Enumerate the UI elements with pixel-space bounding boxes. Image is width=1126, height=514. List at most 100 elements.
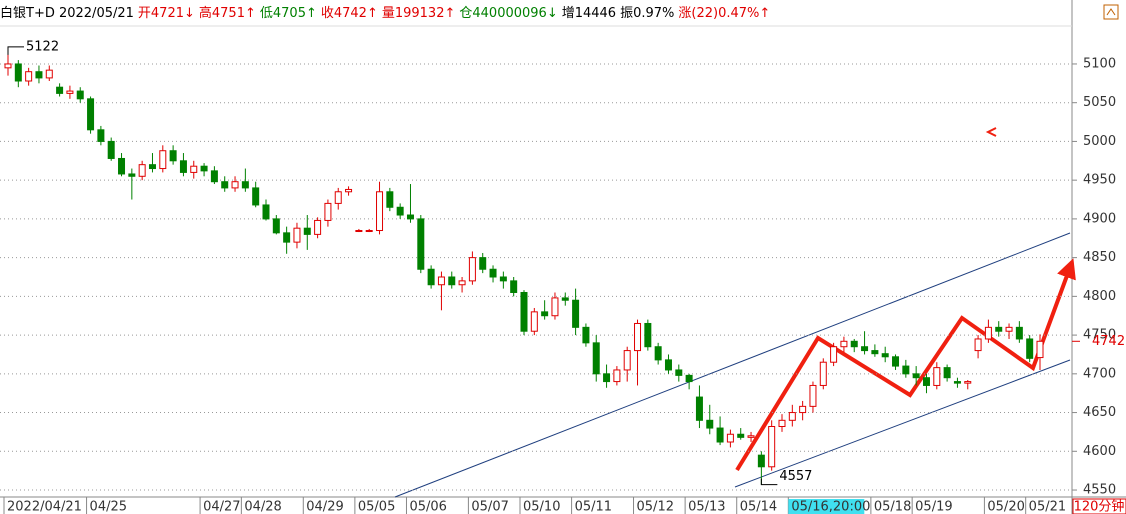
x-tick-label: 05/12: [637, 500, 674, 514]
candle-body: [262, 204, 270, 220]
candle-body: [933, 367, 941, 386]
x-tick-label: 05/13: [688, 500, 725, 514]
candle-body: [664, 359, 672, 371]
candle-body: [303, 227, 311, 235]
candle-body: [561, 297, 569, 301]
candle-body: [76, 90, 84, 100]
candle-body: [221, 181, 229, 189]
candle-body: [489, 268, 497, 278]
high-mark: 5122: [26, 39, 59, 54]
settings-icon[interactable]: [1103, 4, 1119, 20]
candle-body: [726, 433, 734, 443]
candle-body: [190, 165, 198, 173]
candle-body: [675, 369, 683, 376]
candle-body: [159, 150, 167, 170]
candle-body: [179, 160, 187, 173]
candle-body: [25, 71, 33, 82]
candle-body: [613, 369, 621, 383]
x-tick-label: 05/14: [740, 500, 777, 514]
x-tick-highlight: [788, 499, 865, 514]
y-tick-label: 4800: [1083, 289, 1116, 304]
candle-body: [386, 191, 394, 208]
candle-body: [974, 338, 982, 352]
candle-body: [241, 181, 249, 189]
candle-body: [799, 405, 807, 414]
candle-body: [468, 257, 476, 282]
candle-body: [14, 63, 22, 82]
marker: [985, 127, 997, 137]
header: 白银T+D 2022/05/21 开4721↓ 高4751↑ 低4705↑ 收4742↑…: [0, 5, 770, 21]
candle-body: [427, 268, 435, 286]
y-tick-label: 4550: [1083, 483, 1116, 498]
candle-body: [768, 426, 776, 468]
candle-body: [654, 346, 662, 361]
header-item: 仓440000096↓: [459, 6, 557, 21]
candle-body: [995, 326, 1003, 332]
y-tick-label: 4900: [1083, 211, 1116, 226]
candle-body: [881, 353, 889, 358]
candle-body: [479, 257, 487, 270]
candle-body: [56, 86, 64, 94]
candle-body: [66, 90, 74, 94]
candle-body: [830, 346, 838, 363]
candle-body: [716, 427, 724, 443]
low-mark-line: [760, 478, 778, 486]
period: 120分钟: [1074, 499, 1125, 514]
candle-body: [138, 164, 146, 177]
settings-icon-arrow: [1106, 8, 1116, 16]
period-box[interactable]: [1072, 498, 1126, 514]
candle-body: [953, 381, 961, 384]
candle-body: [35, 71, 43, 79]
candle-body: [1036, 340, 1044, 359]
candle-body: [922, 377, 930, 386]
candle-body: [448, 276, 456, 286]
candle-body: [592, 342, 600, 375]
header-item: 振0.97%: [620, 6, 674, 21]
candle-body: [283, 232, 291, 243]
x-tick-label: 2022/04/21: [7, 500, 82, 514]
candle-body: [871, 350, 879, 355]
candle-body: [850, 340, 858, 348]
x-tick-label: 04/27: [203, 500, 240, 514]
candle-body: [912, 373, 920, 379]
candle-body: [345, 188, 353, 193]
candle-body: [778, 419, 786, 428]
candle-body: [510, 280, 518, 293]
candle-body: [984, 326, 992, 340]
candle-body: [1005, 326, 1013, 332]
x-tick-label: 05/05: [358, 500, 395, 514]
candle-body: [1015, 326, 1023, 340]
candle-body: [252, 187, 260, 206]
candle-body: [757, 454, 765, 468]
x-tick-label: 04/28: [244, 500, 281, 514]
high-mark-line: [7, 46, 24, 55]
x-tick-label: 05/07: [471, 500, 508, 514]
candle-body: [376, 191, 384, 232]
candle-body: [169, 150, 177, 162]
candle-body: [861, 346, 869, 352]
y-tick-label: 4850: [1083, 250, 1116, 265]
candle-body: [943, 367, 951, 379]
y-tick-label: 4750: [1083, 328, 1116, 343]
candle-body: [902, 365, 910, 375]
candle-body: [964, 381, 972, 384]
channel: [394, 232, 1071, 498]
candle-body: [499, 276, 507, 282]
header-item: 白银T+D 2022/05/21: [0, 5, 134, 21]
candle-body: [293, 227, 301, 243]
x-tick-label: 05/18: [874, 500, 911, 514]
x-tick-label: 04/29: [306, 500, 343, 514]
candle-body: [747, 435, 755, 438]
candle-body: [819, 361, 827, 386]
y-tick-label: 5100: [1083, 56, 1116, 71]
candle-body: [809, 384, 817, 407]
candle-body: [437, 276, 445, 286]
candle-body: [541, 311, 549, 317]
candle-body: [737, 433, 745, 438]
x-tick-label: 04/25: [90, 500, 127, 514]
x-tick-label: 05/10: [523, 500, 560, 514]
candle-body: [210, 170, 218, 183]
candle-body: [695, 396, 703, 421]
x-tick-label: 05/06: [409, 500, 446, 514]
candle-body: [324, 202, 332, 221]
